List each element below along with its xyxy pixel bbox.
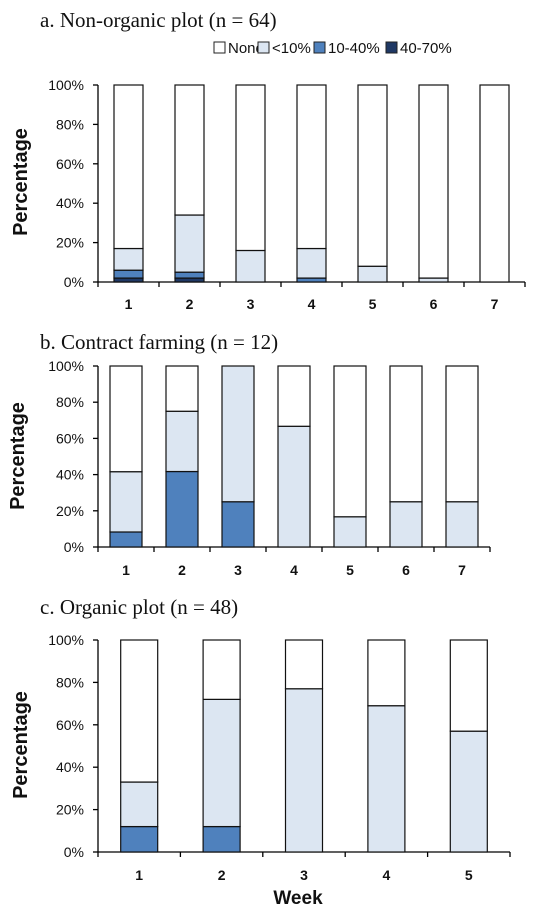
y-tick-label: 60% — [56, 430, 84, 446]
legend-swatch — [257, 41, 270, 54]
y-tick-label: 0% — [64, 539, 84, 555]
bar-segment-10-week-2 — [174, 214, 205, 273]
x-tick-label: 6 — [402, 562, 410, 578]
bar-segment-10-week-3 — [221, 365, 255, 503]
x-tick-label: 3 — [300, 867, 308, 883]
bar-segment-None-week-2 — [202, 639, 241, 700]
bar-segment-10-week-7 — [445, 501, 479, 548]
bar-segment-1040-week-2 — [165, 470, 199, 548]
bar-segment-10-week-4 — [296, 247, 327, 279]
y-tick-label: 60% — [56, 156, 84, 172]
bar-segment-None-week-3 — [284, 639, 324, 690]
x-tick-label: 6 — [430, 296, 438, 312]
bar-segment-1040-week-1 — [109, 531, 143, 548]
x-tick-label: 4 — [383, 867, 391, 883]
panel-c-y-axis-label: Percentage — [10, 691, 32, 799]
bar-segment-None-week-7 — [445, 365, 479, 503]
x-tick-label: 5 — [465, 867, 473, 883]
x-tick-label: 1 — [135, 867, 143, 883]
bar-segment-None-week-5 — [357, 84, 388, 267]
x-axis-label: Week — [273, 888, 323, 909]
bar-segment-10-week-1 — [120, 781, 159, 828]
x-tick-label: 2 — [218, 867, 226, 883]
panel-b-contract-farming: 0% 20% 40% 60% 80% 100% 1 2 3 4 5 6 7 — [48, 358, 491, 578]
x-tick-label: 2 — [178, 562, 186, 578]
legend: None <10% 10-40% 40-70% — [213, 40, 452, 57]
bar-segment-None-week-4 — [296, 84, 327, 250]
y-tick-label: 20% — [56, 235, 84, 251]
bar-segment-10-week-5 — [357, 265, 388, 283]
y-tick-label: 20% — [56, 503, 84, 519]
bar-segment-10-week-6 — [389, 501, 423, 548]
panel-b-y-axis-label: Percentage — [7, 402, 29, 510]
legend-label: None — [228, 40, 264, 57]
bar-segment-10-week-3 — [235, 249, 266, 283]
legend-swatch — [385, 41, 398, 54]
bar-segment-None-week-5 — [333, 365, 367, 518]
legend-label: 10-40% — [328, 40, 380, 57]
x-tick-label: 1 — [125, 296, 133, 312]
panel-c-title: c. Organic plot (n = 48) — [40, 595, 238, 619]
bar-segment-1040-week-1 — [120, 825, 159, 853]
legend-label: <10% — [272, 40, 311, 57]
bar-segment-None-week-7 — [479, 84, 510, 283]
bar-segment-None-week-6 — [418, 84, 449, 279]
y-tick-label: 0% — [64, 274, 84, 290]
bar-segment-10-week-4 — [277, 425, 311, 548]
bar-segment-10-week-2 — [202, 698, 241, 828]
bar-segment-None-week-1 — [120, 639, 159, 783]
y-tick-label: 0% — [64, 844, 84, 860]
bar-segment-None-week-6 — [389, 365, 423, 503]
bar-segment-None-week-4 — [367, 639, 406, 707]
legend-swatch — [313, 41, 326, 54]
x-tick-label: 4 — [290, 562, 298, 578]
y-tick-label: 20% — [56, 802, 84, 818]
y-tick-label: 40% — [56, 467, 84, 483]
bar-segment-1040-week-1 — [113, 269, 144, 279]
y-tick-label: 80% — [56, 116, 84, 132]
bar-segment-None-week-5 — [449, 639, 488, 732]
y-tick-label: 100% — [48, 77, 84, 93]
bar-segment-1040-week-2 — [202, 825, 241, 853]
x-tick-label: 3 — [247, 296, 255, 312]
bar-segment-10-week-2 — [165, 410, 199, 473]
legend-swatch — [213, 41, 226, 54]
x-tick-label: 3 — [234, 562, 242, 578]
bar-segment-10-week-1 — [109, 471, 143, 533]
bar-segment-None-week-1 — [109, 365, 143, 473]
bar-segment-None-week-1 — [113, 84, 144, 250]
bar-segment-10-week-1 — [113, 247, 144, 271]
x-tick-label: 7 — [458, 562, 466, 578]
legend-label: 40-70% — [400, 40, 452, 57]
bar-segment-None-week-2 — [174, 84, 205, 216]
bar-segment-10-week-5 — [333, 516, 367, 548]
x-tick-label: 4 — [308, 296, 316, 312]
bar-segment-1040-week-2 — [174, 271, 205, 279]
panel-a-non-organic: 0% 20% 40% 60% 80% 100% 1 2 3 4 5 6 7 — [48, 77, 526, 312]
panel-b-title: b. Contract farming (n = 12) — [40, 330, 278, 354]
bar-segment-None-week-4 — [277, 365, 311, 427]
y-tick-label: 60% — [56, 717, 84, 733]
y-tick-label: 80% — [56, 674, 84, 690]
panel-a-y-axis-label: Percentage — [10, 128, 32, 236]
y-tick-label: 40% — [56, 195, 84, 211]
bar-segment-None-week-2 — [165, 365, 199, 412]
bar-segment-10-week-4 — [367, 705, 406, 853]
bar-segment-10-week-3 — [284, 688, 324, 853]
y-tick-label: 100% — [48, 358, 84, 374]
panel-c-organic: 0% 20% 40% 60% 80% 100% 1 2 3 4 5 — [48, 632, 511, 883]
y-tick-label: 100% — [48, 632, 84, 648]
x-tick-label: 2 — [186, 296, 194, 312]
bar-segment-10-week-5 — [449, 730, 488, 853]
x-tick-label: 5 — [346, 562, 354, 578]
bar-segment-1040-week-3 — [221, 501, 255, 548]
y-tick-label: 40% — [56, 759, 84, 775]
bar-segment-None-week-3 — [235, 84, 266, 252]
x-tick-label: 7 — [491, 296, 499, 312]
panel-a-title: a. Non-organic plot (n = 64) — [40, 8, 277, 32]
x-tick-label: 5 — [369, 296, 377, 312]
x-tick-label: 1 — [122, 562, 130, 578]
y-tick-label: 80% — [56, 394, 84, 410]
